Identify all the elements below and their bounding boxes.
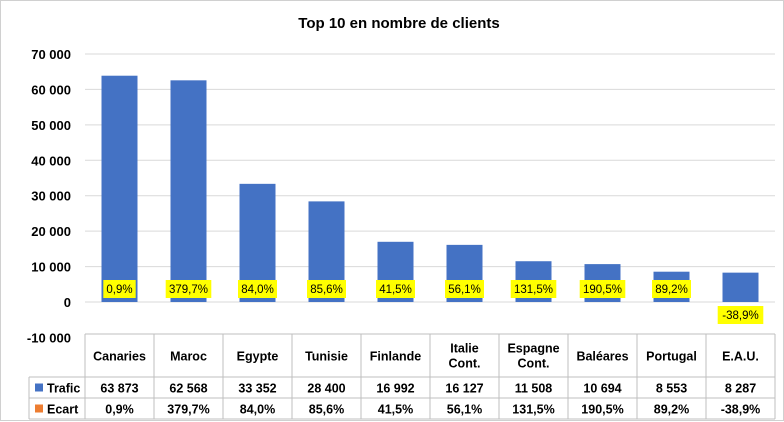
table-value: 63 873 bbox=[100, 382, 138, 396]
bar-trafic bbox=[101, 75, 138, 302]
data-label-highlight bbox=[445, 280, 484, 298]
data-label-ecart: 84,0% bbox=[241, 284, 274, 296]
y-tick-label: 70 000 bbox=[31, 47, 71, 62]
data-label-ecart: 56,1% bbox=[448, 284, 481, 296]
data-label-ecart: 379,7% bbox=[169, 284, 208, 296]
x-category-label: Baléares bbox=[576, 350, 628, 364]
data-label-highlight bbox=[307, 280, 346, 298]
table-value: 10 694 bbox=[583, 382, 621, 396]
table-value: 62 568 bbox=[169, 382, 207, 396]
table-value: 8 287 bbox=[725, 382, 756, 396]
y-tick-label: 0 bbox=[64, 295, 71, 310]
table-value: 85,6% bbox=[309, 403, 344, 417]
table-value: 56,1% bbox=[447, 403, 482, 417]
data-label-highlight bbox=[165, 280, 212, 298]
x-category-label: Espagne bbox=[507, 342, 559, 356]
y-tick-label: 60 000 bbox=[31, 82, 71, 97]
x-category-label: Portugal bbox=[646, 350, 697, 364]
data-label-highlight bbox=[579, 280, 626, 298]
legend-label: Trafic bbox=[47, 382, 80, 396]
table-value: 8 553 bbox=[656, 382, 687, 396]
x-category-label: E.A.U. bbox=[722, 350, 759, 364]
bar-trafic bbox=[170, 80, 207, 303]
table-value: 16 127 bbox=[445, 382, 483, 396]
data-table: Canaries Maroc Egypte Tunisie Finlande Italie… bbox=[28, 333, 776, 420]
table-value: 11 508 bbox=[515, 382, 553, 396]
x-category-label: Italie bbox=[450, 342, 479, 356]
data-label-ecart: -38,9% bbox=[722, 310, 758, 322]
data-label-ecart: 190,5% bbox=[583, 284, 622, 296]
table-value: 28 400 bbox=[307, 382, 345, 396]
table-value: 33 352 bbox=[238, 382, 276, 396]
table-value: 190,5% bbox=[581, 403, 623, 417]
table-value: 0,9% bbox=[105, 403, 134, 417]
chart-title: Top 10 en nombre de clients bbox=[298, 15, 499, 32]
data-label-ecart: 41,5% bbox=[379, 284, 412, 296]
table-value: 16 992 bbox=[376, 382, 414, 396]
data-label-highlight bbox=[717, 306, 764, 324]
x-category-label: Cont. bbox=[449, 357, 481, 371]
legend-swatch bbox=[35, 404, 43, 413]
bar-trafic bbox=[722, 272, 759, 302]
y-axis-ticks: -10 000 0 10 000 20 000 30 000 40 000 50 000 60… bbox=[27, 47, 71, 345]
y-tick-label: 50 000 bbox=[31, 118, 71, 133]
bars bbox=[101, 75, 759, 303]
data-label-ecart: 85,6% bbox=[310, 284, 343, 296]
x-category-label: Finlande bbox=[370, 350, 421, 364]
data-label-highlight bbox=[103, 280, 136, 298]
x-category-label: Maroc bbox=[170, 350, 207, 364]
y-tick-label: 30 000 bbox=[31, 189, 71, 204]
data-label-highlight bbox=[238, 280, 277, 298]
data-label-ecart: 89,2% bbox=[655, 284, 688, 296]
data-label-highlight bbox=[652, 280, 691, 298]
y-tick-label: 10 000 bbox=[31, 260, 71, 275]
table-value: 89,2% bbox=[654, 403, 689, 417]
legend-label: Ecart bbox=[47, 403, 79, 417]
x-category-label: Cont. bbox=[518, 357, 550, 371]
table-value: 84,0% bbox=[240, 403, 275, 417]
data-label-ecart: 0,9% bbox=[106, 284, 132, 296]
data-label-highlight bbox=[376, 280, 415, 298]
data-label-ecart: 131,5% bbox=[514, 284, 553, 296]
y-tick-label: -10 000 bbox=[27, 330, 71, 345]
table-value: 379,7% bbox=[167, 403, 209, 417]
x-category-label: Egypte bbox=[237, 350, 279, 364]
y-tick-label: 40 000 bbox=[31, 153, 71, 168]
legend-swatch bbox=[35, 383, 43, 392]
x-category-label: Tunisie bbox=[305, 350, 348, 364]
data-labels: 0,9% 379,7% 84,0% 85,6% 41,5% 56,1% 131,5% 190,… bbox=[103, 280, 764, 324]
table-value: 41,5% bbox=[378, 403, 413, 417]
data-label-highlight bbox=[510, 280, 557, 298]
x-category-label: Canaries bbox=[93, 350, 146, 364]
table-value: -38,9% bbox=[721, 403, 761, 417]
table-value: 131,5% bbox=[512, 403, 554, 417]
y-tick-label: 20 000 bbox=[31, 224, 71, 239]
